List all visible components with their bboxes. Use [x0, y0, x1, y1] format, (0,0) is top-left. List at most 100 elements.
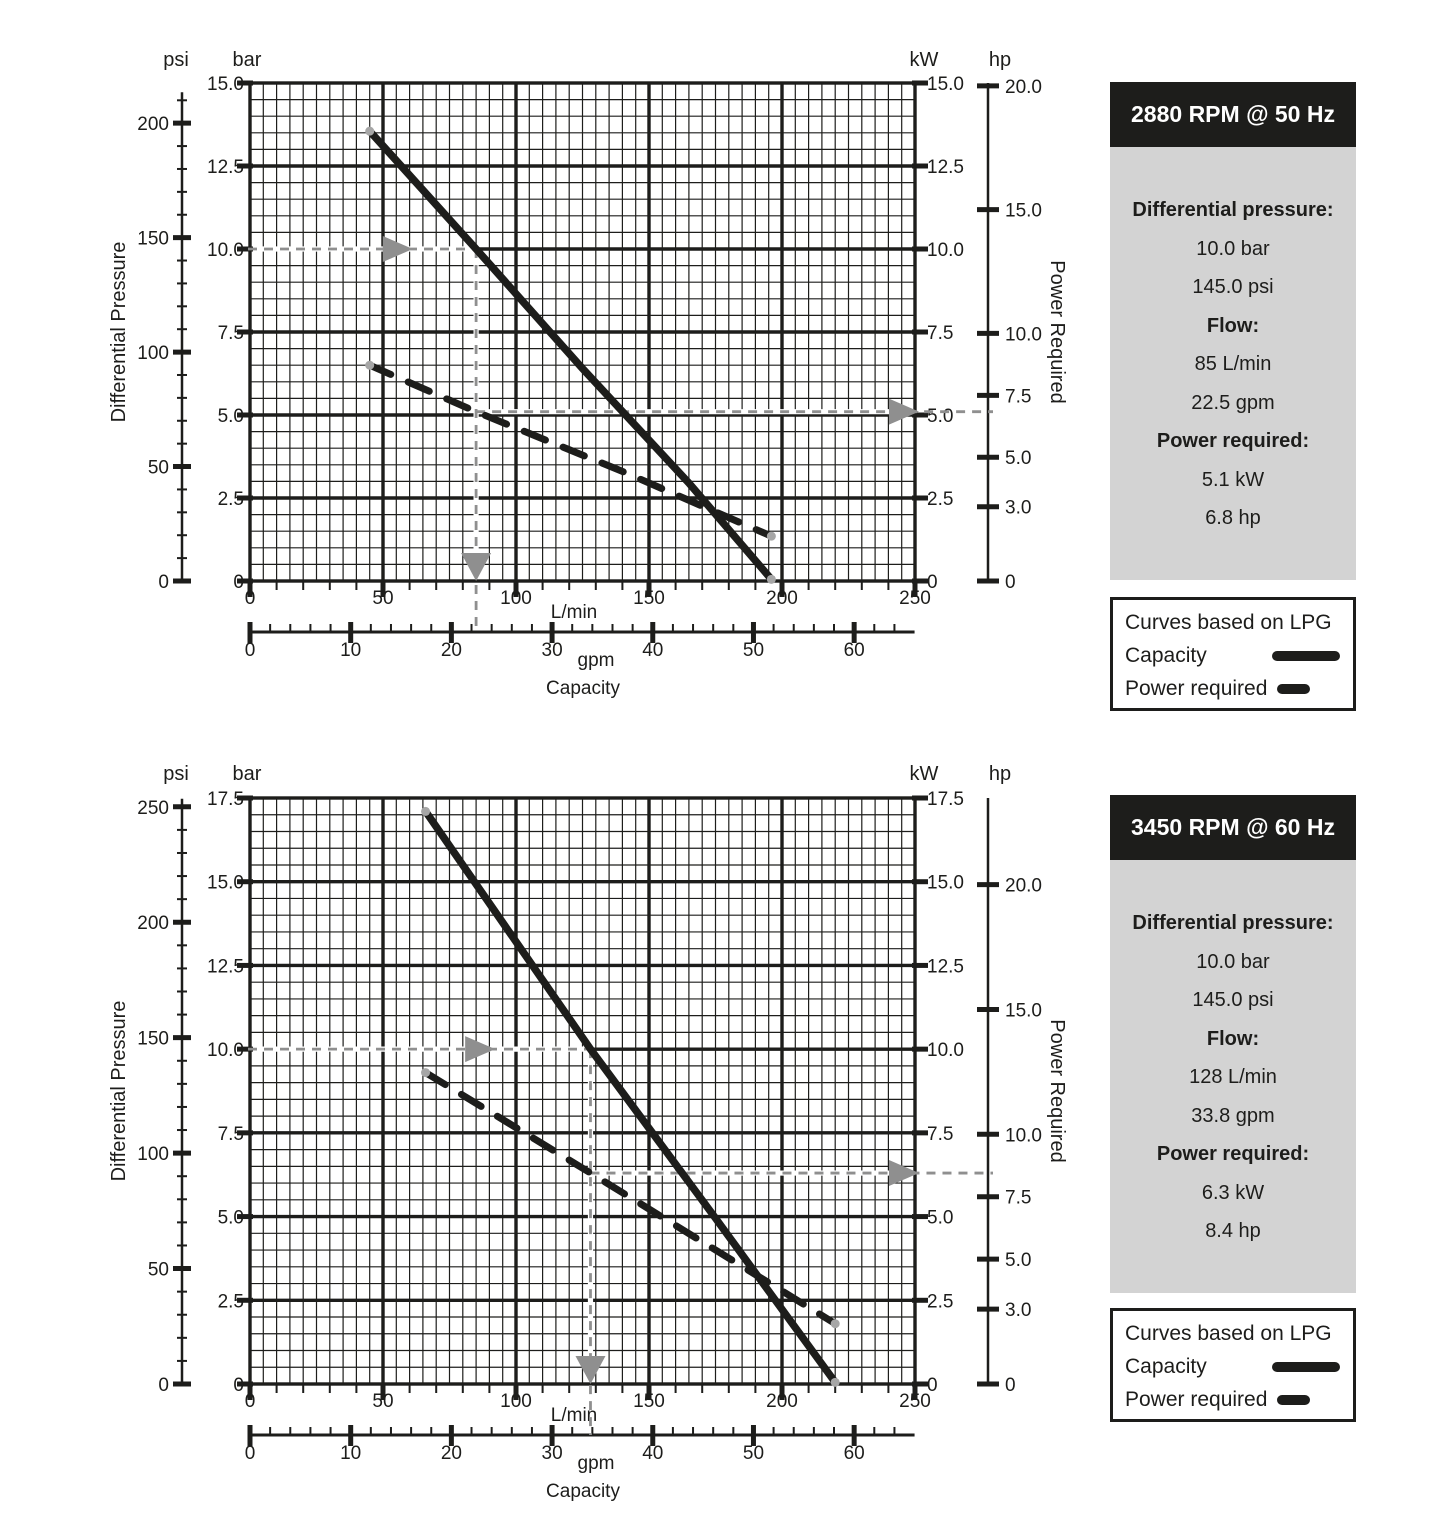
operating-point-panel-60hz: 3450 RPM @ 60 Hz Differential pressure: 1…	[1110, 795, 1356, 1293]
info-row: Flow:	[1206, 314, 1260, 337]
legend-item-capacity: Capacity	[1125, 1350, 1343, 1383]
axis-unit-label: kW	[910, 763, 939, 785]
axis-tick-label: 20.0	[1005, 876, 1042, 897]
axis-tick-label: 0	[233, 1375, 244, 1396]
legend-note: Curves based on LPG	[1125, 611, 1332, 634]
axis-tick-label: 10	[340, 1443, 361, 1464]
y-axis-title-left: Differential Pressure	[108, 242, 130, 423]
curve-endpoint-dot	[421, 806, 431, 816]
info-row: 10.0 bar	[1196, 950, 1270, 973]
axis-tick-label: 5.0	[1005, 448, 1031, 469]
capacity-line-swatch	[1272, 1361, 1340, 1372]
panel-body-60hz: Differential pressure: 10.0 bar 145.0 psi F…	[1110, 860, 1356, 1293]
info-row: 6.8 hp	[1205, 507, 1261, 529]
info-row: 10.0 bar	[1196, 237, 1270, 260]
capacity-curve	[421, 807, 839, 1387]
curve-endpoint-dot	[830, 1319, 840, 1329]
axis-tick-label: 150	[633, 1391, 665, 1412]
pressure-guide-arrow	[465, 1036, 496, 1063]
axis-unit-label: bar	[233, 763, 262, 785]
legend-note: Curves based on LPG	[1125, 1322, 1332, 1345]
legend-label-power: Power required	[1125, 676, 1268, 700]
axis-tick-label: 200	[766, 588, 798, 609]
operating-point-guides	[248, 1036, 993, 1435]
gpm-axis: 0 10 20 30 40 50 60 gpm Capacity	[245, 1425, 915, 1502]
axis-tick-label: 15.0	[207, 873, 244, 894]
power-line-swatch	[1277, 683, 1311, 694]
axis-tick-label: 0	[1005, 1375, 1016, 1396]
legend-item-power: Power required	[1125, 1383, 1343, 1416]
power-required-curve	[366, 361, 775, 540]
info-row: 145.0 psi	[1192, 276, 1274, 298]
x-axis-title: Capacity	[546, 1481, 620, 1502]
y-axis-title-left: Differential Pressure	[108, 1001, 130, 1182]
axis-unit-label: psi	[163, 763, 189, 785]
axis-unit-label: kW	[910, 49, 939, 71]
axis-tick-label: 15.0	[927, 74, 964, 95]
legend-label-capacity: Capacity	[1125, 643, 1207, 667]
legend-label-power: Power required	[1125, 1387, 1268, 1411]
axis-tick-label: 15.0	[1005, 1000, 1042, 1021]
info-row: 128 L/min	[1189, 1066, 1277, 1088]
gpm-axis: 0 10 20 30 40 50 60 gpm Capacity	[245, 622, 915, 699]
axis-tick-label: 20	[441, 1443, 462, 1464]
frame	[248, 796, 917, 1386]
hp-axis: hp 0 3.0 5.0 7.5 10.0 15.0 20.0	[977, 763, 1042, 1396]
axis-tick-label: 0	[158, 572, 169, 593]
x-axis-title: Capacity	[546, 678, 620, 699]
axis-tick-label: 15.0	[927, 873, 964, 894]
axis-tick-label: 100	[500, 1391, 532, 1412]
axis-tick-label: 2.5	[218, 1291, 244, 1312]
axis-unit-label: L/min	[551, 602, 597, 623]
axis-tick-label: 0	[927, 572, 938, 593]
axis-tick-label: 7.5	[1005, 386, 1031, 407]
lmin-axis: 0 50 100 150 200 250 L/min	[245, 581, 931, 623]
performance-chart-50hz: bar 0 2.5 5.0 7.5 10.0 12.5 15.0 kW 0 2.5 5.0 7.5 10.…	[108, 49, 1068, 699]
axis-titles: Differential Pressure Power Required	[108, 1001, 1068, 1182]
axis-unit-label: hp	[989, 763, 1011, 785]
axis-unit-label: gpm	[578, 650, 615, 671]
axis-tick-label: 50	[743, 640, 764, 661]
bar-axis: bar 0 2.5 5.0 7.5 10.0 12.5 15.0	[207, 49, 262, 593]
axis-tick-label: 5.0	[927, 406, 953, 427]
axis-tick-label: 17.5	[927, 789, 964, 810]
grid-major	[250, 798, 915, 1384]
lmin-axis: 0 50 100 150 200 250 L/min	[245, 1384, 931, 1426]
info-row: 22.5 gpm	[1191, 391, 1275, 414]
axis-tick-label: 20.0	[1005, 77, 1042, 98]
power-guide-arrow	[889, 1160, 919, 1187]
curve-endpoint-dot	[421, 1068, 431, 1078]
axis-unit-label: gpm	[578, 1453, 615, 1474]
axis-tick-label: 0	[927, 1375, 938, 1396]
pressure-guide-arrow	[382, 236, 413, 262]
series	[365, 126, 776, 584]
axis-tick-label: 30	[542, 640, 563, 661]
power-guide-arrow	[889, 398, 919, 425]
axis-tick-label: 7.5	[927, 323, 953, 344]
axis-tick-label: 10.0	[927, 240, 964, 261]
axis-tick-label: 200	[137, 114, 169, 135]
info-row: Differential pressure:	[1132, 912, 1334, 934]
flow-guide-arrow	[575, 1356, 606, 1384]
panel-body-50hz: Differential pressure: 10.0 bar 145.0 psi F…	[1110, 147, 1356, 580]
info-row: 85 L/min	[1194, 353, 1272, 375]
axis-tick-label: 12.5	[207, 956, 244, 977]
axis-unit-label: L/min	[551, 1405, 597, 1426]
axis-tick-label: 17.5	[207, 789, 244, 810]
power-required-curve	[422, 1069, 839, 1328]
flow-guide-arrow	[461, 553, 492, 581]
y-axis-title-right: Power Required	[1046, 260, 1068, 403]
axis-tick-label: 250	[899, 588, 931, 609]
psi-axis: 0 50 100 150 200 250 psi	[137, 763, 191, 1396]
axis-tick-label: 0	[158, 1375, 169, 1396]
legend-label-capacity: Capacity	[1125, 1354, 1207, 1378]
axis-tick-label: 5.0	[218, 406, 244, 427]
axis-tick-label: 100	[137, 1144, 169, 1165]
axis-tick-label: 0	[245, 1443, 256, 1464]
kw-axis: kW 0 2.5 5.0 7.5 10.0 12.5 15.0 17.5	[910, 763, 964, 1396]
kw-axis: kW 0 2.5 5.0 7.5 10.0 12.5 15.0	[910, 49, 964, 593]
axis-tick-label: 0	[233, 572, 244, 593]
info-row: Differential pressure:	[1132, 199, 1334, 221]
info-row: 5.1 kW	[1201, 468, 1265, 491]
